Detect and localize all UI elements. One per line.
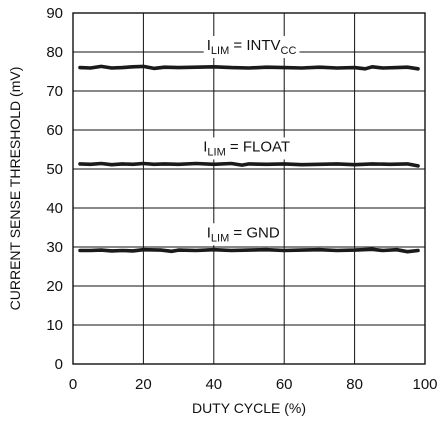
annotation-subscript: CC <box>281 45 297 57</box>
series-annotation-text: ILIM = GND <box>207 224 280 244</box>
series-line <box>78 247 420 254</box>
x-tick-label: 40 <box>205 376 222 393</box>
series-line <box>78 64 420 71</box>
y-tick-labels: 0 10 20 30 40 50 60 70 80 90 <box>46 5 63 373</box>
y-tick-label: 30 <box>46 239 63 256</box>
series-annotation: ILIM = GND <box>203 223 283 246</box>
y-tick-label: 20 <box>46 278 63 295</box>
y-tick-label: 50 <box>46 161 63 178</box>
annotation-subscript: LIM <box>211 232 229 244</box>
annotation-background <box>203 36 300 59</box>
annotation-part: = GND <box>229 224 280 241</box>
x-tick-label: 60 <box>276 376 293 393</box>
y-tick-label: 60 <box>46 122 63 139</box>
x-tick-labels: 0 20 40 60 80 100 <box>69 376 438 393</box>
series-annotation-text: ILIM = FLOAT <box>203 138 290 158</box>
series-annotation-text: ILIM = INTVCC <box>207 37 297 57</box>
series-lines <box>78 64 420 254</box>
annotation-background <box>203 223 283 246</box>
plot-frame <box>72 12 426 365</box>
y-tick-label: 70 <box>46 83 63 100</box>
y-tick-label: 40 <box>46 200 63 217</box>
annotation-part: = INTV <box>229 37 280 54</box>
annotation-subscript: LIM <box>207 146 225 158</box>
series-annotation: ILIM = FLOAT <box>200 137 294 160</box>
y-tick-label: 0 <box>55 356 63 373</box>
annotation-part: I <box>207 224 211 241</box>
annotation-subscript: LIM <box>211 45 229 57</box>
annotation-part: = FLOAT <box>226 138 290 155</box>
x-tick-label: 0 <box>69 376 77 393</box>
annotation-part: I <box>207 37 211 54</box>
x-axis-label: DUTY CYCLE (%) <box>192 400 306 416</box>
y-tick-label: 10 <box>46 317 63 334</box>
annotation-background <box>200 137 294 160</box>
x-tick-label: 100 <box>412 376 437 393</box>
series-line <box>78 161 420 168</box>
x-tick-label: 80 <box>346 376 363 393</box>
y-axis-label: CURRENT SENSE THRESHOLD (mV) <box>7 67 23 311</box>
annotation-part: I <box>203 138 207 155</box>
y-tick-label: 80 <box>46 44 63 61</box>
y-tick-label: 90 <box>46 5 63 22</box>
x-tick-label: 20 <box>135 376 152 393</box>
series-annotation: ILIM = INTVCC <box>203 36 300 59</box>
